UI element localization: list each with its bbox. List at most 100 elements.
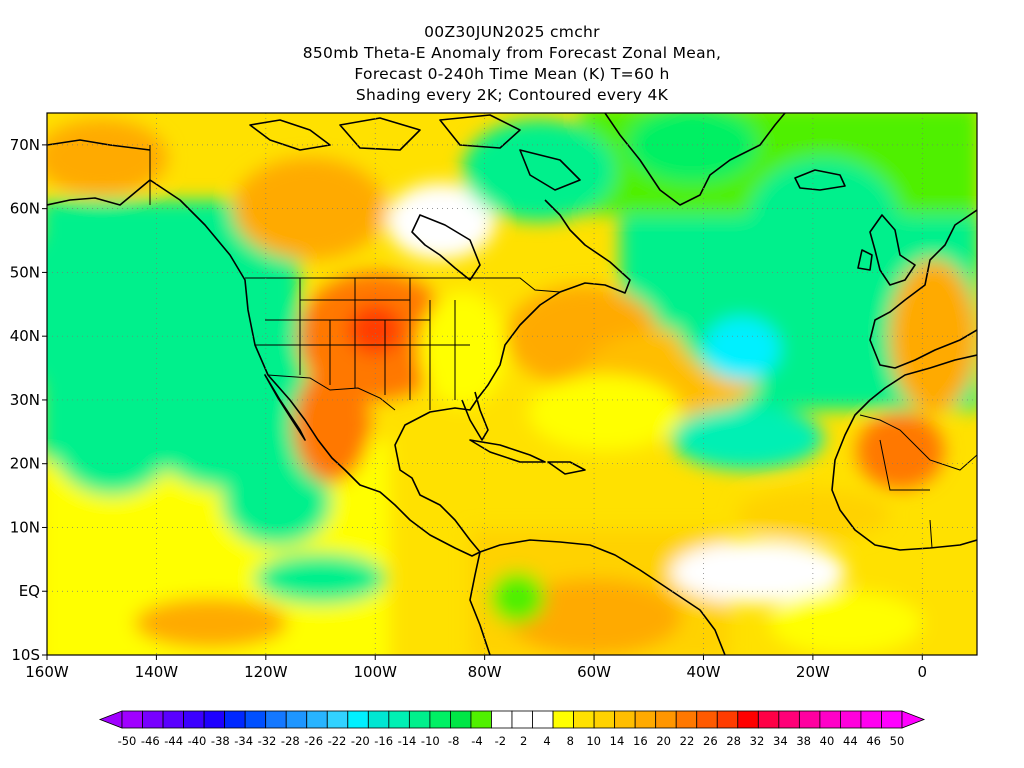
colorbar-cell-5 [224, 710, 246, 729]
coast-cuba [469, 439, 546, 463]
colorbar-cell-10 [326, 710, 349, 729]
colorbar-cell-16 [450, 710, 472, 729]
field-patch-9 [47, 119, 168, 196]
colorbar-labels: -50 -46 -44 -40 -38 -34 -32 -28 -26 -22 -20 -16 -14-… [118, 734, 905, 748]
lon-tick-label: 40W [687, 663, 721, 681]
colorbar-label: -32 [258, 734, 277, 748]
border-us-states [255, 278, 470, 410]
coast-greenland [604, 113, 786, 206]
colorbar-label: 38 [796, 734, 811, 748]
coast-north-america [149, 179, 631, 557]
coast-europe [869, 209, 977, 369]
lat-tick-label: 40N [10, 327, 40, 345]
colorbar-cell-14 [408, 710, 431, 729]
lon-tick-label: 120W [244, 663, 288, 681]
colorbar-label: -14 [398, 734, 417, 748]
colorbar-cell-26 [655, 710, 677, 729]
colorbar-label: 4 [543, 734, 550, 748]
colorbar-label: 20 [656, 734, 671, 748]
field-patch-22 [856, 412, 945, 490]
colorbar-cell-4 [203, 710, 226, 729]
lon-tick-label: 60W [577, 663, 611, 681]
lon-tick-label: 160W [25, 663, 69, 681]
field-patch-28 [134, 597, 288, 649]
colorbar-cell-33 [798, 710, 821, 729]
field-patch-18 [703, 317, 781, 381]
colorbar-label: -2 [495, 734, 506, 748]
field-patch-8 [233, 157, 387, 260]
colorbar-label: 46 [866, 734, 881, 748]
colorbar-label: -28 [281, 734, 300, 748]
colorbar-cell-2 [162, 710, 184, 729]
colorbar-label: 10 [586, 734, 601, 748]
title-line-1: 00Z30JUN2025 cmchr [424, 23, 600, 41]
field-patch-4 [222, 457, 332, 547]
lon-tick-label: 20W [796, 663, 830, 681]
colorbar-label: -38 [211, 734, 230, 748]
colorbar-label: 50 [890, 734, 905, 748]
field-patch-25 [506, 578, 682, 655]
border-us-canada [245, 277, 561, 293]
colorbar-label: -4 [471, 734, 482, 748]
coast-british-isles [857, 214, 916, 286]
title-line-2: 850mb Theta-E Anomaly from Forecast Zona… [303, 44, 722, 62]
lat-tick-label: EQ [19, 582, 40, 600]
colorbar-label: -8 [448, 734, 459, 748]
lat-tick-label: 30N [10, 391, 40, 409]
colorbar-cell-30 [737, 710, 759, 729]
colorbar-label: -16 [374, 734, 393, 748]
colorbar-cell-8 [285, 710, 308, 729]
colorbar-label: 26 [703, 734, 718, 748]
colorbar-cell-37 [881, 710, 903, 729]
colorbar-cell-22 [573, 710, 595, 729]
field-patch-29 [254, 552, 387, 604]
colorbar-right-arrow [901, 710, 926, 729]
lon-tick-label: 80W [468, 663, 502, 681]
field-patch-10 [419, 291, 507, 407]
colorbar-label: -20 [351, 734, 370, 748]
lon-tick-label: 100W [354, 663, 398, 681]
colorbar-cell-28 [696, 710, 718, 729]
field-patch-12 [462, 119, 616, 222]
colorbar-cell-17 [470, 710, 492, 729]
colorbar-cell-19 [511, 710, 533, 729]
colorbar-cell-6 [244, 710, 267, 729]
colorbar-cell-1 [142, 710, 164, 729]
colorbar-cell-35 [840, 710, 862, 729]
field-patch-7 [293, 368, 370, 483]
colorbar-cell-3 [183, 710, 205, 729]
colorbar-cell-13 [388, 710, 410, 729]
field-patch-13 [626, 113, 759, 184]
lat-tick-label: 10S [11, 646, 40, 664]
field-patch-20 [670, 406, 824, 471]
figure-title: 00Z30JUN2025 cmchr 850mb Theta-E Anomaly… [303, 23, 722, 104]
coast-south-america [469, 539, 726, 655]
colorbar-label: 32 [750, 734, 765, 748]
coast-baja [264, 374, 306, 441]
title-line-4: Shading every 2K; Contoured every 4K [356, 86, 669, 104]
colorbar-cell-25 [634, 710, 657, 729]
colorbar-label: 22 [680, 734, 695, 748]
lat-tick-label: 60N [10, 200, 40, 218]
colorbar [98, 710, 926, 729]
colorbar-cell-27 [675, 710, 698, 729]
colorbar-cell-15 [429, 710, 451, 729]
field-patch-30 [769, 591, 923, 655]
colorbar-label: 40 [820, 734, 835, 748]
border-africa [859, 414, 977, 549]
colorbar-cell-18 [491, 710, 513, 729]
field-patch-3 [47, 368, 179, 496]
lat-tick-label: 70N [10, 136, 40, 154]
colorbar-label: -34 [234, 734, 253, 748]
colorbar-cell-7 [265, 710, 287, 729]
field-patch-21 [889, 259, 977, 413]
grid-lines [47, 113, 977, 655]
coastlines [47, 113, 977, 655]
field-patch-27 [57, 540, 255, 604]
colorbar-cell-34 [819, 710, 841, 729]
colorbar-label: 2 [520, 734, 527, 748]
colorbar-label: -50 [118, 734, 137, 748]
colorbar-label: 14 [610, 734, 625, 748]
field-patch-11 [386, 183, 496, 260]
colorbar-cell-21 [552, 710, 574, 729]
